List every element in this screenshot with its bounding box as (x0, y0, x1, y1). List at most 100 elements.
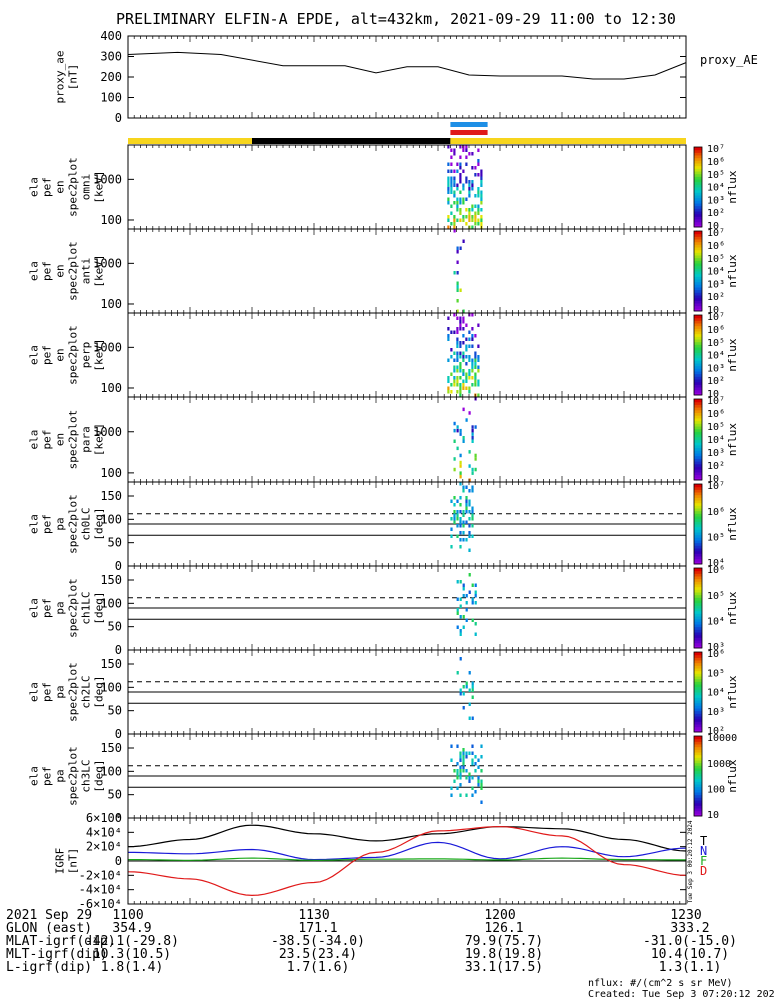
heat-cell (453, 358, 456, 362)
heat-cell (480, 197, 483, 201)
heat-cell (462, 758, 465, 762)
heat-cell (465, 510, 468, 514)
colorbar-swatch (694, 287, 702, 291)
heat-cell (459, 155, 462, 159)
heat-cell (465, 355, 468, 359)
colorbar-swatch (694, 676, 702, 680)
heat-cell (453, 376, 456, 380)
heat-cell (471, 695, 474, 699)
heat-cell (471, 688, 474, 692)
ylabel-omni-5: [keV] (93, 170, 106, 203)
heat-cell (450, 155, 453, 159)
heat-cell (456, 327, 459, 331)
heat-cell (456, 390, 459, 394)
heat-cell (453, 313, 456, 317)
ylabel-perp-3: spec2plot (67, 325, 80, 385)
heat-cell (468, 187, 471, 191)
heat-cell (465, 685, 468, 689)
panel-frame-proxy_ae (127, 35, 687, 119)
heat-cell (468, 355, 471, 359)
heat-cell (468, 510, 471, 514)
time-axis: 2021 Sep 29 1100 1130 1200 1230 GLON (east) 35… (6, 908, 737, 975)
colorbar-swatch (694, 810, 702, 814)
heat-cell (462, 489, 465, 493)
colorbar-swatch (694, 529, 702, 533)
heat-cell (471, 187, 474, 191)
heat-cell (465, 681, 468, 685)
colorbar-tick: 10⁴ (707, 267, 725, 278)
heat-cell (450, 176, 453, 180)
colorbar-swatch (694, 689, 702, 693)
heat-cell (462, 510, 465, 514)
colorbar-tick: 10⁵ (707, 422, 725, 433)
ylabel-anti-5: [keV] (93, 254, 106, 287)
orbit-row-value: 171.1 (298, 921, 337, 936)
colorbar-swatch (694, 486, 702, 490)
colorbar-tick: 10⁷ (707, 481, 725, 492)
panel-anti: ela pef en spec2plot anti [keV] 100 1000 10 10² 10… (28, 228, 740, 316)
colorbar-swatch (694, 537, 702, 541)
heat-cell (477, 393, 480, 397)
colorbar-tick: 10⁷ (707, 312, 725, 323)
ylabel-omni-2: en (54, 180, 67, 193)
ylabel-ch2LC-5: [deg] (93, 675, 106, 708)
colorbar-swatch (694, 219, 702, 223)
colorbar-swatch (694, 453, 702, 457)
orbit-row-value: -42.1(-29.8) (85, 934, 179, 949)
colorbar-swatch (694, 157, 702, 161)
heat-cell (456, 762, 459, 766)
colorbar-swatch (694, 147, 702, 151)
heat-cell (459, 524, 462, 528)
heat-cell (468, 489, 471, 493)
colorbar-swatch (694, 792, 702, 796)
colorbar-tick: 10⁷ (707, 396, 725, 407)
heat-cell (474, 622, 477, 626)
colorbar-swatch (694, 165, 702, 169)
heat-cell (450, 793, 453, 797)
colorbar-swatch (694, 561, 702, 565)
colorbar-swatch (694, 247, 702, 251)
ylabel-para-0: ela (28, 430, 41, 450)
colorbar-tick: 10 (707, 810, 719, 821)
heat-cell (456, 517, 459, 521)
colorbar-swatch (694, 189, 702, 193)
heat-cell (450, 204, 453, 208)
colorbar-tick: 10⁷ (707, 228, 725, 239)
heat-cell (450, 330, 453, 334)
colorbar-swatch (694, 760, 702, 764)
colorbar-swatch (694, 389, 702, 393)
colorbar-swatch (694, 534, 702, 538)
heat-cell (474, 790, 477, 794)
ylabel-ch0LC-1: pef (41, 514, 54, 534)
heat-cell (468, 702, 471, 706)
heat-cell (459, 197, 462, 201)
heat-cell (480, 222, 483, 226)
heat-cell (453, 467, 456, 472)
heat-cell (465, 215, 468, 219)
orbit-row-value: 79.9(75.7) (465, 934, 543, 949)
heat-cell (462, 215, 465, 219)
orbit-row-value: -38.5(-34.0) (271, 934, 365, 949)
status-bar (128, 122, 686, 144)
ylabel-ch0LC-3: spec2plot (67, 494, 80, 554)
colorbar-tick: 10⁵ (707, 338, 725, 349)
colorbar-swatch (694, 221, 702, 225)
heat-cell (465, 751, 468, 755)
orbit-row-value: 33.1(17.5) (465, 960, 543, 975)
colorbar-swatch (694, 584, 702, 588)
ylabel-omni-4: omni (80, 174, 93, 201)
ylabel-anti-3: spec2plot (67, 241, 80, 301)
ylabel-para-2: en (54, 433, 67, 446)
heat-cell (468, 215, 471, 219)
heat-cell (465, 323, 468, 327)
heat-cell (465, 503, 468, 507)
colorbar-swatch (694, 754, 702, 758)
ylabel-para-4: para (80, 426, 93, 453)
heat-cell (453, 194, 456, 198)
heat-cell (459, 176, 462, 180)
orbit-row-label: GLON (east) (6, 921, 92, 936)
heat-cell (447, 379, 450, 383)
panel-frame-anti (127, 228, 687, 314)
heat-cell (462, 372, 465, 376)
heat-cell (468, 671, 471, 675)
